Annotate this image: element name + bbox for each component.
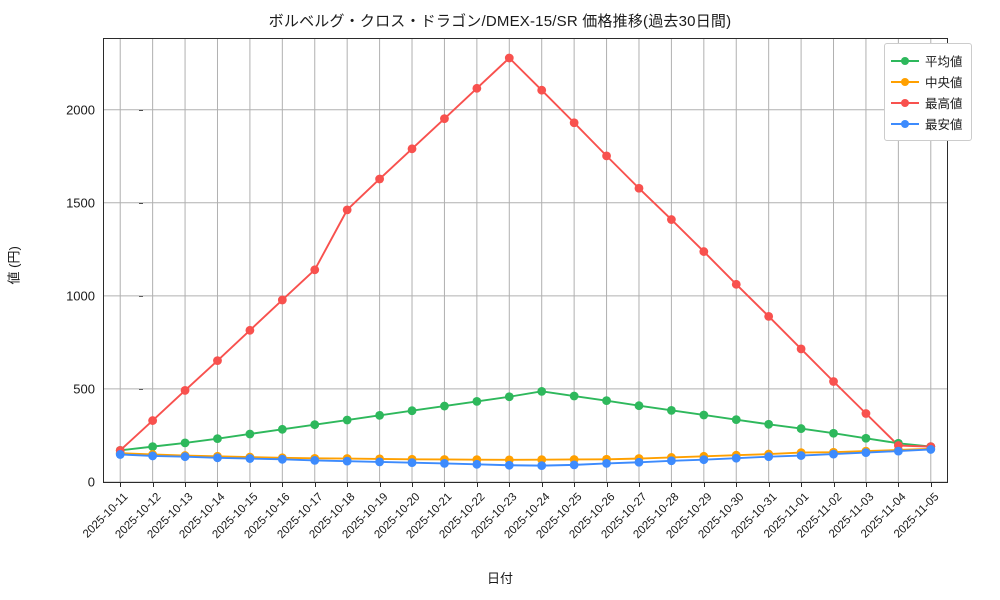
chart-legend: 平均値 中央値 最高値 最安値	[884, 43, 972, 141]
y-tick-label: 0	[87, 474, 95, 490]
x-tick-mark	[638, 483, 640, 487]
x-tick-mark	[574, 483, 576, 487]
x-tick-mark	[736, 483, 738, 487]
x-tick-mark	[768, 483, 770, 487]
legend-item-average[interactable]: 平均値	[891, 50, 963, 71]
x-tick-label: 2025-10-11	[81, 491, 131, 541]
legend-item-max[interactable]: 最高値	[891, 92, 963, 113]
legend-label-min: 最安値	[925, 118, 963, 132]
y-tick-label: 2000	[66, 102, 95, 118]
x-tick-mark	[833, 483, 835, 487]
plot-area	[103, 38, 948, 483]
x-tick-mark	[930, 483, 932, 487]
legend-label-median: 中央値	[925, 76, 963, 90]
x-tick-mark	[347, 483, 349, 487]
x-tick-mark	[865, 483, 867, 487]
x-tick-mark	[249, 483, 251, 487]
x-tick-mark	[185, 483, 187, 487]
x-tick-mark	[412, 483, 414, 487]
legend-label-max: 最高値	[925, 97, 963, 111]
legend-marker-min-icon	[891, 118, 919, 130]
x-tick-mark	[120, 483, 122, 487]
x-axis-label: 日付	[486, 571, 513, 586]
x-tick-mark	[152, 483, 154, 487]
x-tick-mark	[541, 483, 543, 487]
series-canvas	[104, 39, 947, 482]
x-tick-mark	[379, 483, 381, 487]
y-axis-ticks: 0 500 1000 1500 2000	[40, 38, 143, 490]
x-tick-mark	[282, 483, 284, 487]
x-tick-mark	[217, 483, 219, 487]
legend-label-average: 平均値	[925, 55, 963, 69]
legend-item-median[interactable]: 中央値	[891, 71, 963, 92]
x-tick-mark	[898, 483, 900, 487]
x-tick-mark	[509, 483, 511, 487]
legend-item-min[interactable]: 最安値	[891, 113, 963, 134]
x-tick-mark	[801, 483, 803, 487]
y-tick-label: 1000	[66, 288, 95, 304]
x-tick-mark	[606, 483, 608, 487]
legend-marker-max-icon	[891, 97, 919, 109]
x-tick-mark	[444, 483, 446, 487]
x-tick-mark	[671, 483, 673, 487]
x-tick-mark	[476, 483, 478, 487]
legend-marker-median-icon	[891, 76, 919, 88]
y-tick-label: 1500	[66, 195, 95, 211]
chart-title: ボルベルグ・クロス・ドラゴン/DMEX-15/SR 価格推移(過去30日間)	[268, 13, 732, 30]
y-axis-label: 値 (円)	[6, 246, 22, 285]
x-tick-mark	[314, 483, 316, 487]
x-tick-mark	[703, 483, 705, 487]
y-tick-label: 500	[73, 381, 95, 397]
legend-marker-average-icon	[891, 55, 919, 67]
